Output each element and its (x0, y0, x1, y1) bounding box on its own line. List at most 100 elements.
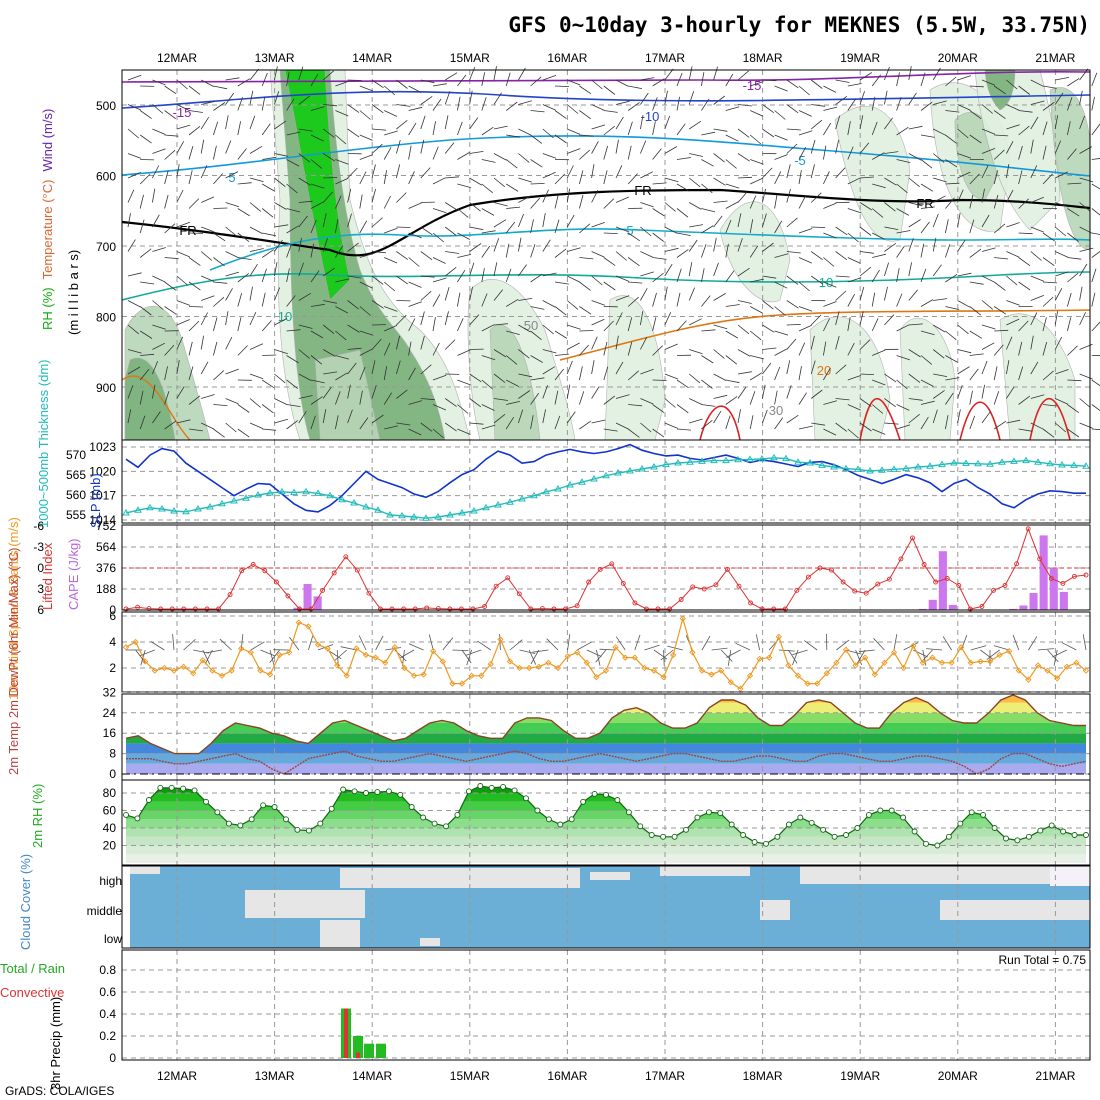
wind-barb (385, 647, 402, 651)
wind-barb (823, 171, 830, 185)
rh-marker (157, 784, 164, 791)
wind-barb (798, 130, 813, 136)
wind-barb (274, 224, 289, 228)
wind-barb (960, 634, 968, 651)
wind-barb (823, 341, 827, 356)
wind-barb (408, 400, 423, 405)
slp-tick-label: 1014 (89, 513, 116, 527)
wind-barb (701, 72, 705, 87)
wind-barb (1018, 428, 1033, 432)
rh-marker (1014, 837, 1021, 844)
wind-barb (969, 173, 980, 185)
wind-barb (835, 364, 847, 375)
rh-band (126, 854, 1086, 863)
wind-barb (164, 281, 177, 291)
wind-barb (774, 220, 783, 234)
wind-barb (591, 189, 599, 203)
wind-barb (596, 649, 601, 666)
wind-barb (933, 298, 948, 301)
wind-barb (810, 251, 823, 261)
wind-barb (737, 238, 743, 252)
wind-barb (505, 101, 518, 111)
wind-barb (1006, 275, 1018, 286)
li-marker (262, 568, 268, 574)
thickness-marker (614, 469, 622, 476)
rh-marker (1003, 835, 1009, 842)
wind-barb (176, 221, 191, 228)
isotherm-line (121, 70, 1091, 83)
wind-speed-marker (276, 651, 283, 659)
thickness-marker (278, 487, 286, 495)
wind-barb (627, 428, 640, 438)
wind-barb (152, 360, 159, 375)
thickness-marker (506, 498, 514, 505)
wind-speed-marker (564, 653, 571, 660)
wind-barb (164, 85, 177, 95)
wind-barb (835, 251, 848, 261)
wind-barb (542, 153, 557, 159)
li-marker (1048, 576, 1054, 581)
wind-barb (688, 91, 695, 105)
rh-shading (999, 313, 1076, 441)
wind-barb (591, 251, 605, 258)
wind-speed-marker (535, 663, 542, 670)
wind-barb (164, 366, 168, 381)
wind-barb (188, 320, 200, 332)
rh-marker (568, 816, 575, 823)
wind-background (122, 612, 1090, 692)
wind-barb (1052, 649, 1067, 658)
wind-barb (298, 177, 311, 186)
wind-barb (994, 134, 1009, 137)
wind-barb (627, 341, 633, 356)
wind-speed-marker (977, 658, 984, 665)
wind-barb (530, 134, 543, 144)
wind-barb (859, 115, 864, 130)
wind-barb (786, 385, 792, 399)
li-tick-label: 6 (37, 603, 44, 617)
wind-barb (933, 177, 947, 183)
wind-barb (762, 79, 777, 82)
panel-frame (121, 949, 1091, 1061)
wind-barb (225, 140, 232, 154)
wind-barb (778, 649, 795, 652)
wind-barb (893, 634, 898, 651)
wind-barb (737, 104, 752, 107)
wind-barb (567, 148, 581, 154)
wind-barb (445, 176, 460, 179)
cape-bar (303, 584, 312, 610)
wind-barb (713, 215, 723, 228)
wind-barb (213, 173, 223, 185)
wind-barb (579, 366, 583, 381)
rh-marker (363, 790, 369, 796)
li-marker (667, 606, 673, 612)
wind-barb (920, 221, 930, 234)
wind-barb (493, 349, 507, 358)
wind-barb (493, 262, 498, 277)
wind-barb (310, 106, 325, 111)
rh-marker (283, 816, 289, 823)
li-tick-label: -6 (33, 519, 44, 533)
wind-barb (396, 164, 401, 179)
wind-barb (286, 208, 301, 213)
wind-barb (481, 230, 496, 234)
wind-barb (603, 198, 615, 209)
wind-speed-marker (804, 680, 811, 687)
wind-barb (164, 306, 177, 315)
wind-speed-marker (890, 649, 898, 656)
wind-barb (1079, 263, 1088, 277)
rh-marker (237, 822, 244, 829)
wind-barb (969, 368, 979, 381)
temp-band (126, 763, 1086, 774)
wind-barb (347, 242, 359, 252)
li-marker (840, 579, 846, 585)
wind-barb (481, 324, 495, 332)
run-total-label: Run Total = 0.75 (998, 953, 1086, 967)
wind-barb (1067, 379, 1082, 382)
upper-air-ylabel: RH (%)Temperature (°C)Wind (m/s) (40, 109, 55, 330)
wind-barb (774, 171, 782, 185)
wind-barb (335, 391, 341, 405)
wind-barb (213, 296, 225, 307)
wind-barb (786, 104, 799, 114)
pressure-tick-label: 600 (96, 170, 116, 184)
wind-barb (554, 219, 560, 234)
